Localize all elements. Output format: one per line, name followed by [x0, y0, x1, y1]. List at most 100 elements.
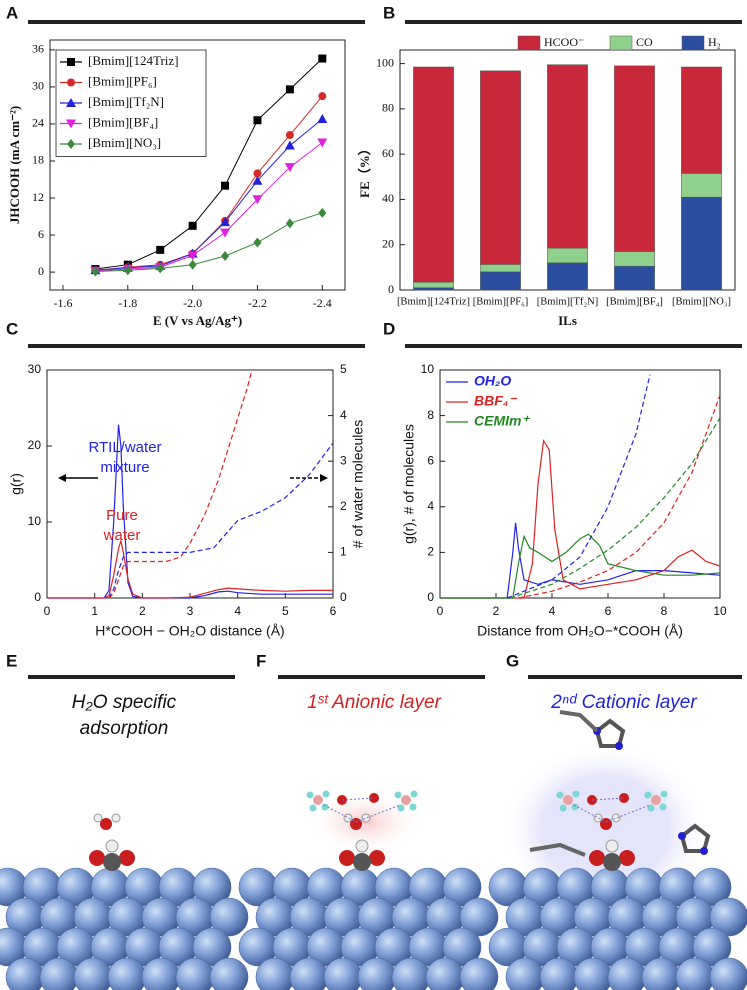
h-bond: [573, 797, 651, 823]
legend-label: CEMIm⁺: [474, 413, 530, 429]
y-tick-label: 0: [427, 590, 434, 604]
x-tick-label: 4: [549, 604, 556, 618]
series-line: [95, 142, 323, 272]
x-tick-label: 1: [91, 604, 98, 618]
atom: [309, 804, 317, 812]
arrow-head: [58, 474, 66, 482]
y-tick-label: 36: [32, 42, 44, 56]
marker: [67, 139, 75, 149]
marker: [156, 245, 165, 254]
y-tick-label: 18: [32, 153, 44, 167]
marker: [252, 175, 263, 185]
panel-label: C: [6, 319, 18, 338]
y-tick-label: 12: [32, 190, 44, 204]
atom: [442, 867, 482, 907]
y-tick-label: 2: [427, 545, 434, 559]
y-axis-label: FE（%）: [357, 142, 372, 198]
marker: [156, 263, 165, 274]
panel-rules: [28, 20, 742, 679]
marker: [66, 119, 76, 129]
marker: [285, 218, 294, 229]
panel-label: G: [506, 651, 519, 670]
arrow-head: [320, 474, 328, 482]
y-tick-label: 0: [34, 590, 41, 604]
marker: [285, 131, 294, 140]
marker: [67, 58, 75, 66]
bar-segment: [681, 66, 722, 174]
legend-label: [Bmim][PF₆]: [88, 73, 157, 88]
bar-segment: [614, 65, 655, 252]
y2-axis-label: # of water molecules: [350, 420, 366, 548]
bar-segment: [547, 262, 588, 291]
atom: [644, 791, 652, 799]
bar-segment: [547, 247, 588, 264]
x-tick-label: -2.2: [248, 296, 267, 310]
atom: [605, 839, 619, 853]
plot-frame: [49, 39, 346, 291]
x-tick-label: [Bmim][124Triz]: [397, 296, 470, 307]
y-tick-label: 10: [421, 362, 435, 376]
atom: [563, 795, 573, 805]
marker: [285, 85, 294, 94]
marker: [221, 251, 230, 262]
series-line: [108, 369, 253, 599]
atom: [397, 804, 405, 812]
atom: [593, 813, 603, 823]
y-axis-label: JHCOOH (mA cm⁻²): [7, 106, 22, 224]
panel-label: A: [6, 3, 18, 22]
marker: [317, 114, 328, 124]
x-tick-label: 8: [661, 604, 668, 618]
x-tick-label: 2: [493, 604, 500, 618]
illustration: [488, 710, 747, 990]
series-line: [440, 438, 721, 599]
panel-label: E: [6, 651, 17, 670]
x-tick-label: 3: [187, 604, 194, 618]
atom: [709, 897, 747, 937]
y2-tick-label: 3: [340, 453, 347, 467]
marker: [220, 217, 231, 227]
series-line: [509, 417, 721, 599]
x-tick-label: -2.4: [313, 296, 332, 310]
marker: [67, 78, 75, 87]
x-tick-label: 4: [234, 604, 241, 618]
x-axis-label: H*COOH − OH₂O distance (Å): [95, 623, 284, 639]
atom: [647, 804, 655, 812]
atom: [350, 818, 362, 830]
marker: [188, 259, 197, 270]
atom: [459, 957, 499, 990]
legend-label: OH₂O: [474, 373, 511, 389]
y-tick-label: 30: [32, 79, 44, 93]
bar-segment: [614, 251, 655, 267]
y-tick-label: 10: [28, 514, 42, 528]
marker: [253, 116, 262, 125]
legend-label: [Bmim][NO₃]: [88, 135, 161, 150]
legend-label: CO: [636, 35, 653, 49]
y-tick-label: 80: [382, 101, 394, 115]
atom: [442, 927, 482, 967]
atom: [369, 850, 385, 866]
atom: [192, 927, 232, 967]
y-tick-label: 6: [38, 227, 44, 241]
atom: [89, 850, 105, 866]
x-tick-label: -1.6: [53, 296, 72, 310]
atom: [600, 818, 612, 830]
atom: [322, 790, 330, 798]
legend-label: BBF₄⁻: [474, 393, 517, 409]
legend-label: [Bmim][BF₄]: [88, 114, 158, 129]
x-tick-label: -1.8: [118, 296, 137, 310]
atom: [355, 839, 369, 853]
bar-segment: [547, 64, 588, 249]
series-line: [506, 374, 651, 599]
bar-segment: [681, 196, 722, 291]
y2-tick-label: 4: [340, 408, 347, 422]
atom: [394, 791, 402, 799]
legend-swatch: [609, 35, 633, 51]
atom: [209, 897, 249, 937]
atom: [103, 853, 121, 871]
atom: [603, 853, 621, 871]
atom: [343, 813, 353, 823]
marker: [221, 181, 230, 190]
marker: [253, 237, 262, 248]
atom: [209, 957, 249, 990]
